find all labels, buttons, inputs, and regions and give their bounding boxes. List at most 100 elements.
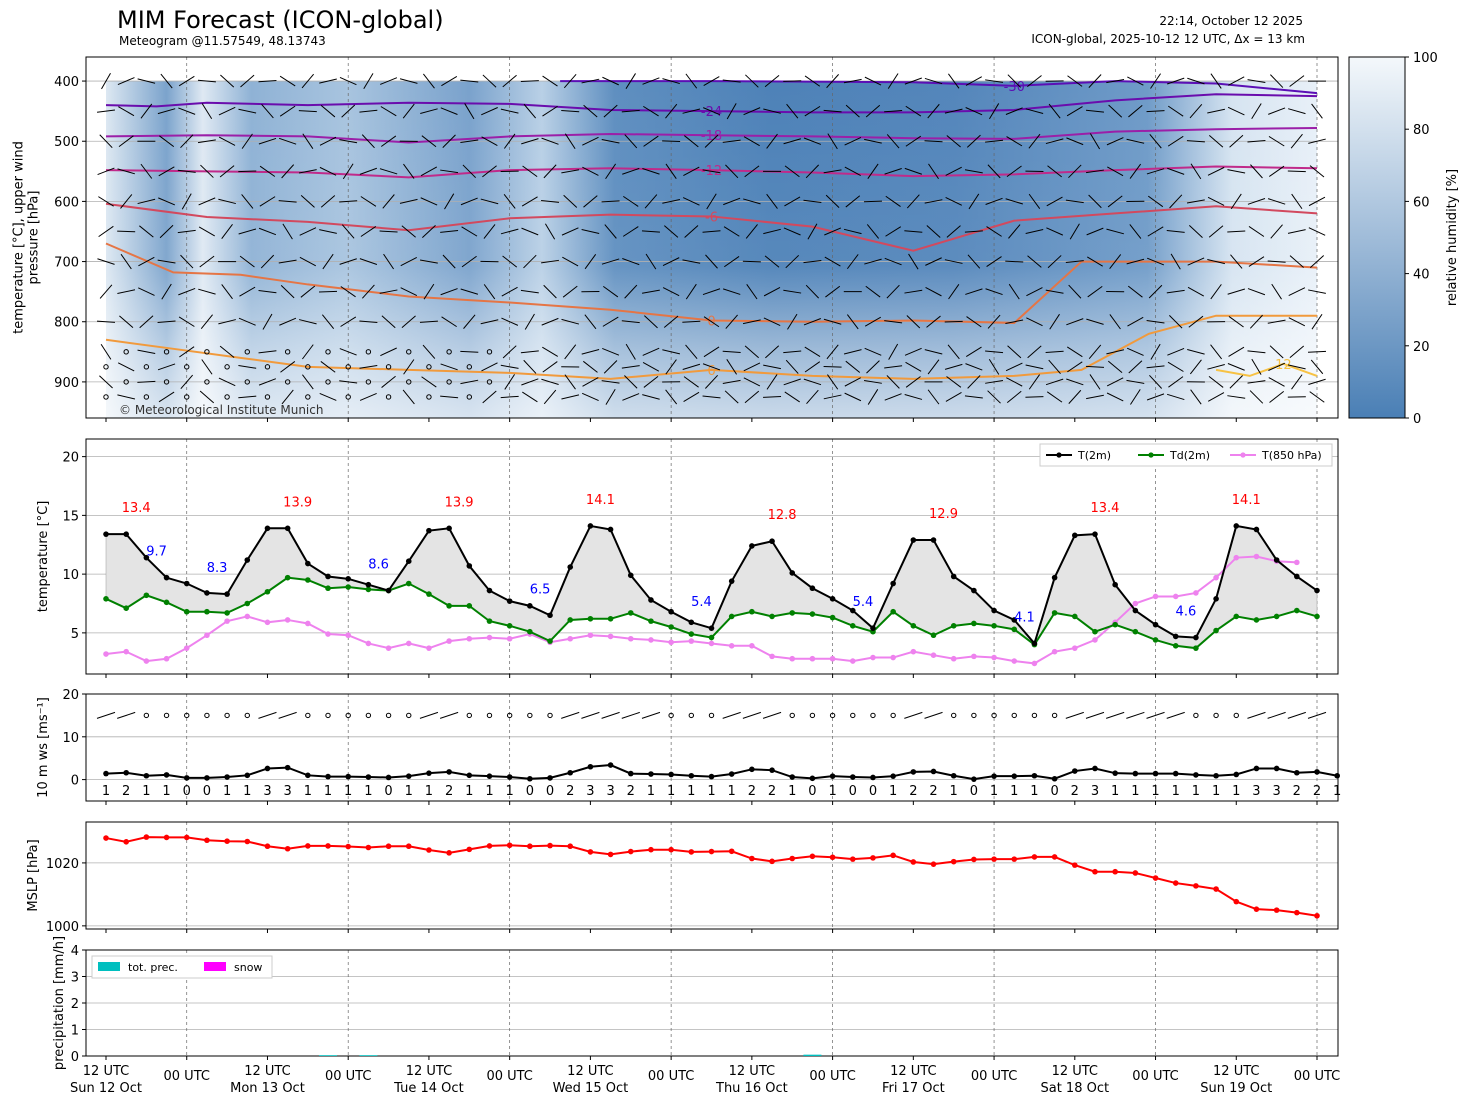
td2m-series-point: [809, 611, 816, 617]
max-temp-label: 12.9: [929, 507, 958, 522]
wind-barb-icon: [137, 78, 156, 84]
wind-barb-icon: [177, 169, 196, 173]
wind-barb-icon: [864, 258, 882, 265]
contour-label: -6: [705, 210, 718, 225]
wind-barb-icon: [783, 227, 801, 236]
t850-series-point: [950, 655, 957, 662]
y-tick-label: 10: [62, 731, 79, 746]
wind-barb-icon: [823, 394, 842, 400]
wind-barb-icon: [685, 73, 698, 89]
wind-barb-icon: [117, 289, 136, 295]
precipitation-legend: [91, 955, 273, 979]
wind-barb-icon: [967, 375, 981, 389]
wind-speed-series-point: [688, 772, 695, 779]
wind-barb-icon: [665, 359, 677, 375]
wind-barb-icon: [603, 360, 618, 374]
wind-speed-series-point: [1314, 769, 1320, 775]
wind-barb-icon: [703, 107, 720, 116]
wind-barb-icon: [581, 228, 600, 234]
wind-barb-icon: [1005, 260, 1024, 263]
t850-series-point: [668, 639, 674, 646]
x-tick-label: 12 UTC: [83, 1064, 129, 1079]
wind-barb-icon: [764, 255, 780, 268]
calm-wind-icon: [143, 394, 150, 400]
gust-label: 1: [364, 784, 372, 799]
wind-barb-icon: [1227, 395, 1246, 399]
wind-speed-series-point: [506, 774, 513, 780]
wind-barb-icon: [198, 288, 216, 295]
wind-barb-icon: [1249, 314, 1263, 329]
mslp-series-point: [264, 843, 271, 850]
wind-barb-icon: [521, 138, 539, 145]
calm-wind-icon: [103, 394, 109, 400]
wind-barb-icon: [178, 287, 196, 296]
t2m-series-point: [1092, 531, 1098, 537]
y-tick-label: 10: [62, 568, 79, 583]
wind-barb-icon: [1227, 230, 1246, 233]
t2m-series-point: [1051, 574, 1058, 581]
wind-barb-icon: [341, 104, 356, 118]
wind-barb-icon: [1307, 711, 1327, 719]
wind-barb-icon: [622, 393, 640, 401]
wind-barb-icon: [198, 226, 215, 237]
mslp-series-point: [1092, 868, 1098, 875]
wind-barb-icon: [783, 138, 802, 145]
wind-barb-icon: [258, 378, 277, 386]
wind-barb-icon: [201, 359, 213, 375]
td2m-series-point: [567, 617, 574, 623]
wind-barb-icon: [642, 362, 660, 372]
wind-barb-icon: [1066, 346, 1083, 358]
wind-speed-series-point: [527, 775, 533, 782]
wind-barb-icon: [482, 165, 497, 178]
wind-barb-icon: [282, 223, 293, 240]
wind-barb-icon: [1247, 380, 1266, 384]
t850-series-point: [123, 648, 129, 655]
min-temp-label: 6.5: [530, 582, 551, 597]
wind-barb-icon: [280, 361, 296, 373]
mslp-series-point: [244, 838, 251, 845]
wind-barb-icon: [964, 395, 983, 399]
wind-barb-icon: [624, 134, 638, 149]
wind-barb-icon: [339, 348, 357, 356]
wind-barb-icon: [722, 288, 741, 295]
y-tick-label: 600: [54, 195, 79, 210]
td2m-series-point: [1273, 613, 1280, 620]
wind-barb-icon: [218, 319, 236, 325]
calm-wind-icon: [991, 712, 997, 719]
contour-line: [105, 202, 1318, 252]
wind-barb-icon: [624, 284, 638, 299]
t2m-series-point: [789, 570, 796, 576]
t850-series-point: [405, 640, 412, 647]
mslp-series-point: [204, 837, 210, 844]
t2m-series-point: [446, 525, 452, 532]
panel-frame-mslp: [85, 821, 1339, 930]
calm-wind-icon: [204, 379, 210, 385]
wind-barb-icon: [702, 288, 721, 296]
wind-speed-series-point: [1112, 770, 1118, 776]
wind-barb-icon: [379, 289, 398, 294]
wind-barb-icon: [500, 228, 519, 235]
wind-barb-icon: [359, 320, 378, 324]
wind-barb-icon: [1187, 257, 1205, 266]
wind-barb-icon: [482, 74, 497, 88]
calm-wind-icon: [143, 364, 150, 370]
wind-barb-icon: [221, 223, 233, 239]
t850-series-point: [648, 637, 654, 643]
calm-wind-icon: [385, 712, 392, 719]
y-tick-label: 2: [71, 997, 79, 1012]
t850-series-point: [1172, 593, 1179, 600]
gust-label: 1: [1192, 784, 1200, 799]
x-tick-label: 00 UTC: [1132, 1069, 1178, 1084]
wind-barb-icon: [1287, 364, 1306, 370]
t850-series-point: [971, 653, 977, 660]
wind-barb-icon: [925, 257, 942, 266]
x-tick-label: 12 UTC: [729, 1064, 775, 1079]
wind-barb-icon: [643, 105, 659, 117]
wind-speed-series-point: [345, 773, 352, 780]
wind-barb-icon: [1167, 135, 1184, 147]
wind-barb-icon: [400, 257, 417, 267]
wind-speed-series-point: [829, 773, 836, 779]
mslp-series-point: [991, 856, 997, 862]
mslp-series-point: [1294, 909, 1300, 916]
t850-series-point: [1031, 660, 1038, 667]
